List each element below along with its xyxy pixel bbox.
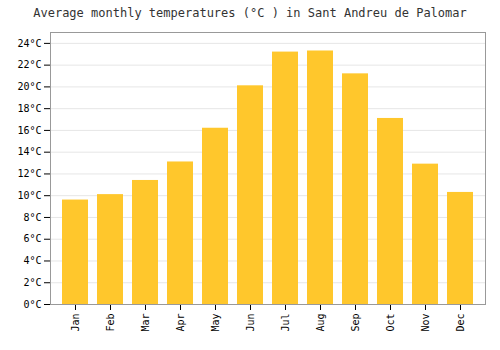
svg-text:Jan: Jan bbox=[70, 314, 81, 332]
svg-text:10°C: 10°C bbox=[17, 190, 41, 201]
svg-text:12°C: 12°C bbox=[17, 168, 41, 179]
svg-text:Jun: Jun bbox=[245, 314, 256, 332]
svg-text:8°C: 8°C bbox=[23, 212, 41, 223]
svg-text:24°C: 24°C bbox=[17, 38, 41, 49]
svg-text:14°C: 14°C bbox=[17, 146, 41, 157]
svg-text:0°C: 0°C bbox=[23, 299, 41, 310]
html-text:Average monthly temperatures (: Average monthly temperatures (°C ) in Sa… bbox=[33, 6, 467, 20]
svg-text:Aug: Aug bbox=[315, 314, 326, 332]
svg-text:Mar: Mar bbox=[140, 314, 151, 332]
svg-text:2°C: 2°C bbox=[23, 277, 41, 288]
svg-text:Apr: Apr bbox=[175, 314, 186, 332]
svg-text:22°C: 22°C bbox=[17, 59, 41, 70]
svg-text:6°C: 6°C bbox=[23, 233, 41, 244]
svg-text:20°C: 20°C bbox=[17, 81, 41, 92]
svg-text:Sep: Sep bbox=[350, 314, 361, 332]
svg-text:4°C: 4°C bbox=[23, 255, 41, 266]
svg-text:16°C: 16°C bbox=[17, 125, 41, 136]
svg-text:Dec: Dec bbox=[455, 314, 466, 332]
svg-text:Nov: Nov bbox=[420, 314, 431, 332]
svg-text:Jul: Jul bbox=[280, 314, 291, 332]
svg-text:May: May bbox=[210, 314, 221, 332]
svg-text:Oct: Oct bbox=[385, 314, 396, 332]
svg-text:Feb: Feb bbox=[105, 314, 116, 332]
svg-text:18°C: 18°C bbox=[17, 103, 41, 114]
